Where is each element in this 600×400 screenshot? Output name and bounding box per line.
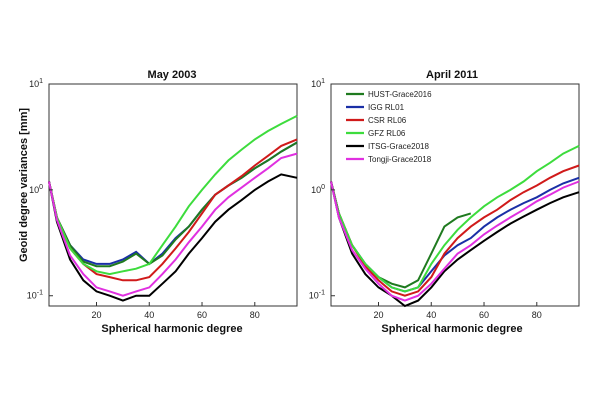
series-line-gfz-rl06 — [48, 115, 298, 276]
x-tick-label: 80 — [532, 310, 542, 320]
y-tick-label: 101 — [311, 78, 325, 89]
series-line-hust-grace2016 — [330, 181, 472, 289]
y-tick-exponent: 1 — [321, 78, 325, 85]
x-tick-label: 40 — [144, 310, 154, 320]
y-tick-label: 101 — [29, 78, 43, 89]
y-tick-exponent: 1 — [39, 78, 43, 85]
x-tick-label: 20 — [373, 310, 383, 320]
legend-entry-label: HUST-Grace2016 — [368, 90, 432, 99]
series-line-hust-grace2016 — [48, 141, 298, 268]
x-axis-label: Spherical harmonic degree — [381, 323, 522, 335]
x-tick-label: 20 — [91, 310, 101, 320]
series-line-tongji-grace2018 — [48, 152, 298, 297]
legend-entry-label: GFZ RL06 — [368, 129, 406, 138]
panel-title: May 2003 — [148, 69, 197, 81]
x-axis-label: Spherical harmonic degree — [101, 323, 242, 335]
series-line-gfz-rl06 — [330, 145, 580, 293]
series-line-tongji-grace2018 — [330, 180, 580, 302]
legend-entry-label: IGG RL01 — [368, 103, 405, 112]
y-tick-exponent: -1 — [319, 290, 325, 297]
legend-entry-label: CSR RL06 — [368, 116, 407, 125]
x-tick-label: 80 — [250, 310, 260, 320]
x-tick-label: 60 — [197, 310, 207, 320]
y-tick-label: 10-1 — [27, 290, 43, 301]
y-tick-label: 100 — [311, 184, 325, 195]
y-tick-exponent: -1 — [37, 290, 43, 297]
plot-frame — [330, 83, 580, 307]
panel-title: April 2011 — [426, 69, 478, 81]
legend-entry-label: Tongji-Grace2018 — [368, 155, 432, 164]
series-line-igg-rl01 — [330, 176, 580, 293]
series-line-itsg-grace2018 — [48, 173, 298, 302]
plot-frame — [48, 83, 298, 307]
series-line-itsg-grace2018 — [330, 181, 580, 308]
y-tick-label: 10-1 — [309, 290, 325, 301]
legend-entry-label: ITSG-Grace2018 — [368, 142, 429, 151]
x-tick-label: 60 — [479, 310, 489, 320]
x-tick-label: 40 — [426, 310, 436, 320]
y-tick-label: 100 — [29, 184, 43, 195]
y-tick-exponent: 0 — [39, 184, 43, 191]
series-line-csr-rl06 — [330, 164, 580, 297]
y-axis-label: Geoid degree variances [mm] — [18, 108, 30, 262]
legend: HUST-Grace2016 IGG RL01 CSR RL06 GFZ RL06 IT… — [346, 90, 432, 164]
series-line-csr-rl06 — [48, 138, 298, 282]
y-tick-exponent: 0 — [321, 184, 325, 191]
